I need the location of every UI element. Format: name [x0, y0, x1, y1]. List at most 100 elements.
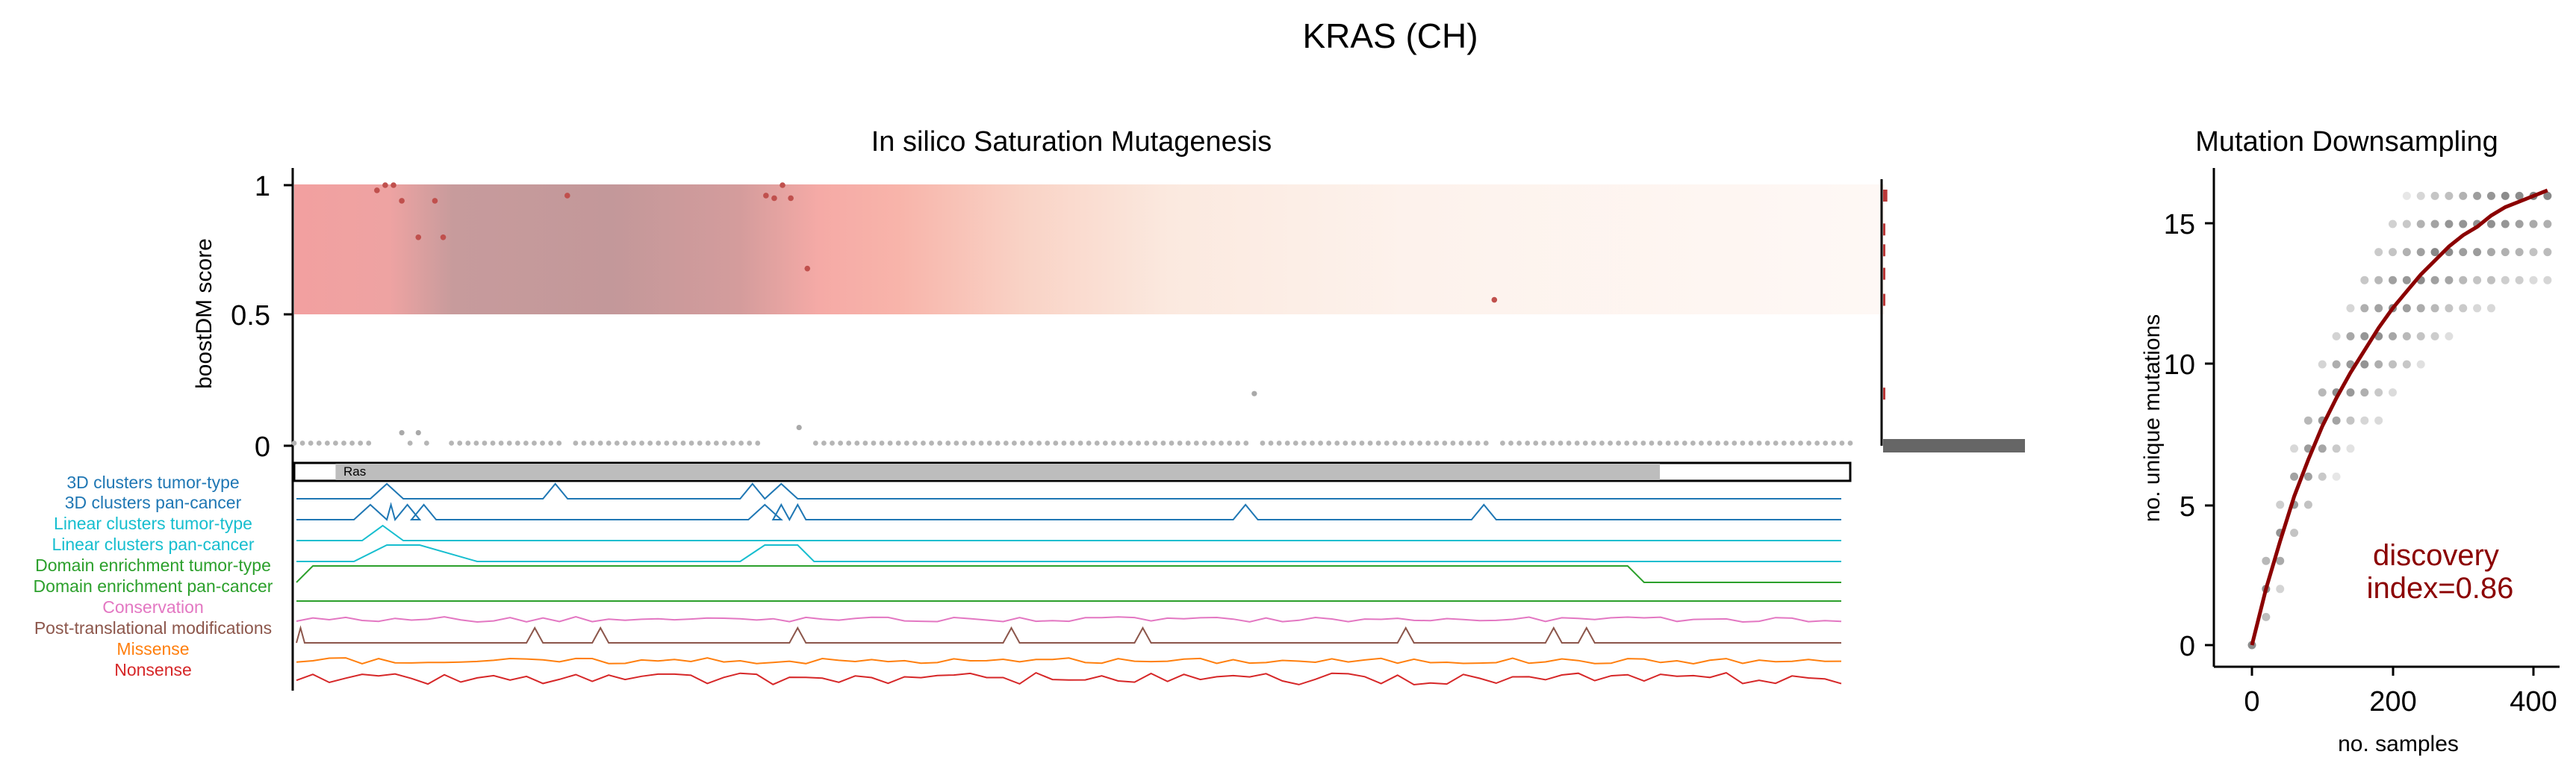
replicate-point [2459, 220, 2468, 228]
baseline-point [1541, 441, 1547, 446]
baseline-point [1144, 441, 1150, 446]
baseline-point [1657, 441, 1663, 446]
baseline-point [1111, 441, 1116, 446]
replicate-point [2416, 332, 2425, 340]
domain-label-ras: Ras [343, 464, 366, 479]
baseline-point [953, 441, 959, 446]
replicate-point [2332, 444, 2341, 453]
ds-y-tick-label-5: 5 [2180, 491, 2195, 523]
baseline-point [1077, 441, 1083, 446]
protein-track: Ras [293, 461, 1852, 482]
baseline-point [1624, 441, 1630, 446]
replicate-point [2360, 304, 2369, 313]
driver-point [391, 182, 396, 188]
baseline-point [1640, 441, 1646, 446]
replicate-point [2332, 416, 2341, 425]
baseline-point [1243, 441, 1249, 446]
baseline-point [581, 441, 587, 446]
baseline-point [1210, 441, 1216, 446]
baseline-point [680, 441, 686, 446]
replicate-point [2445, 276, 2454, 284]
baseline-point [556, 441, 562, 446]
baseline-point [449, 441, 455, 446]
passenger-point [796, 424, 802, 431]
domain-ras [335, 464, 1661, 480]
replicate-point [2360, 360, 2369, 369]
baseline-point [929, 441, 934, 446]
replicate-point [2346, 444, 2355, 453]
baseline-point [606, 441, 612, 446]
baseline-point [1028, 441, 1033, 446]
replicate-point [2332, 472, 2341, 481]
replicate-point [2445, 191, 2454, 200]
baseline-point [647, 441, 653, 446]
replicate-point [2543, 248, 2552, 257]
baseline-point [1045, 441, 1051, 446]
passenger-point [415, 429, 421, 436]
baseline-point [1549, 441, 1555, 446]
ds-x-tick-label-400: 400 [2510, 686, 2557, 718]
replicate-point [2402, 360, 2411, 369]
replicate-point [2389, 248, 2397, 257]
replicate-point [2486, 220, 2495, 228]
baseline-point [1409, 441, 1414, 446]
baseline-point [1359, 441, 1365, 446]
baseline-point [1781, 441, 1787, 446]
baseline-point [1673, 441, 1679, 446]
baseline-point [358, 441, 364, 446]
replicate-point [2529, 276, 2538, 284]
baseline-point [672, 441, 678, 446]
baseline-point [1847, 441, 1853, 446]
replicate-point [2445, 220, 2454, 228]
baseline-point [1483, 441, 1489, 446]
baseline-point [1533, 441, 1539, 446]
replicate-point [2501, 248, 2510, 257]
baseline-points [291, 441, 1853, 446]
figure-title: KRAS (CH) [1302, 16, 1478, 55]
driver-point [415, 234, 422, 240]
baseline-point [1558, 441, 1564, 446]
baseline-point [879, 441, 885, 446]
passenger-point [1251, 390, 1257, 396]
baseline-point [523, 441, 529, 446]
replicate-point [2459, 248, 2468, 257]
driver-point [763, 193, 769, 199]
baseline-point [1193, 441, 1199, 446]
ds-y-tick-label-10: 10 [2164, 349, 2195, 381]
baseline-point [1508, 441, 1513, 446]
replicate-point [2402, 304, 2411, 313]
baseline-point [1169, 441, 1175, 446]
replicate-point [2389, 360, 2397, 369]
baseline-point [854, 441, 860, 446]
score-distribution-histogram [1880, 179, 2025, 452]
replicate-point [2501, 220, 2510, 228]
baseline-point [903, 441, 909, 446]
replicate-point [2318, 472, 2327, 481]
replicate-point [2459, 191, 2468, 200]
baseline-point [1616, 441, 1622, 446]
baseline-point [1458, 441, 1464, 446]
ds-x-tick-label-200: 200 [2369, 686, 2416, 718]
baseline-point [1086, 441, 1092, 446]
baseline-point [1036, 441, 1042, 446]
replicate-point [2501, 276, 2510, 284]
baseline-point [1201, 441, 1207, 446]
replicate-point [2389, 332, 2397, 340]
downsampling-y-label: no. unique mutations [2140, 314, 2165, 523]
baseline-point [1276, 441, 1282, 446]
baseline-point [1823, 441, 1829, 446]
replicate-point [2459, 276, 2468, 284]
replicate-point [2430, 332, 2439, 340]
replicate-point [2402, 332, 2411, 340]
ds-x-tick-label-0: 0 [2244, 686, 2259, 718]
baseline-point [1343, 441, 1348, 446]
replicate-point [2374, 276, 2383, 284]
baseline-point [713, 441, 719, 446]
replicate-point [2543, 220, 2552, 228]
replicate-point [2529, 220, 2538, 228]
baseline-point [423, 441, 429, 446]
baseline-point [1764, 441, 1770, 446]
baseline-point [945, 441, 951, 446]
baseline-point [1690, 441, 1696, 446]
